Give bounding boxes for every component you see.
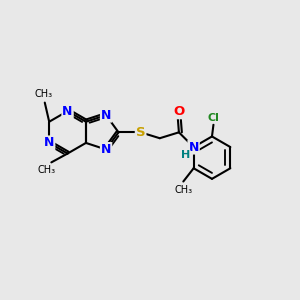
Text: N: N bbox=[188, 141, 199, 154]
Text: CH₃: CH₃ bbox=[34, 89, 52, 99]
Text: N: N bbox=[62, 105, 73, 118]
Text: Cl: Cl bbox=[208, 113, 219, 123]
Text: S: S bbox=[136, 126, 146, 139]
Text: CH₃: CH₃ bbox=[38, 165, 56, 175]
Text: H: H bbox=[181, 150, 190, 160]
Text: N: N bbox=[101, 143, 111, 156]
Text: CH₃: CH₃ bbox=[174, 185, 192, 195]
Text: N: N bbox=[44, 136, 54, 149]
Text: N: N bbox=[101, 109, 111, 122]
Text: O: O bbox=[173, 105, 184, 118]
